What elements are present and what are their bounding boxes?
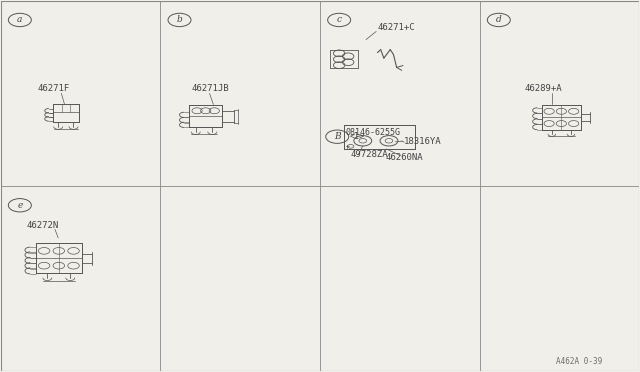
Text: B: B	[334, 132, 340, 141]
Text: 08146-6255G: 08146-6255G	[346, 128, 401, 137]
Text: 46271JB: 46271JB	[191, 84, 228, 93]
Text: 18316YA: 18316YA	[404, 137, 442, 146]
Text: 46289+A: 46289+A	[524, 84, 562, 93]
Text: A462A 0-39: A462A 0-39	[556, 357, 602, 366]
Text: b: b	[177, 16, 182, 25]
Text: c: c	[337, 16, 342, 25]
Text: e: e	[17, 201, 22, 210]
Text: d: d	[496, 16, 502, 25]
Text: 46272N: 46272N	[26, 221, 58, 230]
Text: 46271+C: 46271+C	[378, 23, 415, 32]
Text: a: a	[17, 16, 22, 25]
Text: 49728ZA: 49728ZA	[351, 150, 388, 159]
Text: <1>: <1>	[350, 132, 365, 141]
Text: 46271F: 46271F	[38, 84, 70, 93]
Text: 46260NA: 46260NA	[386, 153, 424, 162]
